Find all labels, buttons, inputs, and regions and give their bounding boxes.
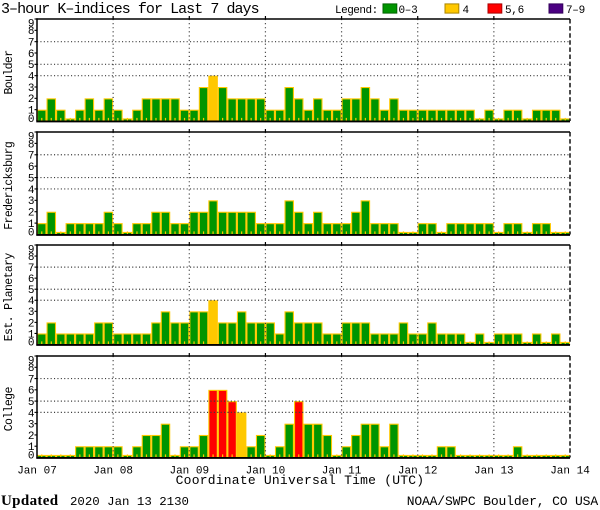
svg-text:3: 3 [28,307,35,319]
svg-text:Jan 12: Jan 12 [398,465,438,477]
svg-text:7: 7 [28,151,35,163]
svg-text:7: 7 [28,263,35,275]
svg-text:6: 6 [28,274,35,286]
svg-text:Jan 08: Jan 08 [93,465,133,477]
svg-text:Fredericksburg: Fredericksburg [3,142,16,230]
svg-text:5: 5 [28,397,35,409]
svg-text:3: 3 [28,83,35,95]
svg-text:Jan 11: Jan 11 [322,465,362,477]
svg-text:3: 3 [28,420,35,432]
svg-text:3–hour K–indices for Last 7 da: 3–hour K–indices for Last 7 days [1,1,259,18]
svg-text:6: 6 [28,386,35,398]
svg-text:4: 4 [28,296,35,308]
svg-text:Jan 13: Jan 13 [474,465,514,477]
svg-text:Jan 09: Jan 09 [169,465,209,477]
svg-text:7: 7 [28,38,35,50]
svg-text:Jan 10: Jan 10 [246,465,286,477]
svg-text:0: 0 [28,337,35,349]
svg-text:1: 1 [28,329,35,341]
svg-text:4: 4 [28,72,35,84]
svg-text:0: 0 [28,450,35,462]
svg-text:7: 7 [28,374,35,386]
svg-text:5: 5 [28,285,35,297]
svg-text:6: 6 [28,49,35,61]
svg-text:4: 4 [28,408,35,420]
svg-text:Jan 07: Jan 07 [17,465,57,477]
svg-text:3: 3 [28,196,35,208]
svg-text:5,6: 5,6 [505,5,524,17]
svg-text:NOAA/SWPC Boulder, CO USA: NOAA/SWPC Boulder, CO USA [407,494,599,509]
svg-text:9: 9 [28,18,35,30]
svg-text:2: 2 [28,94,35,106]
svg-text:2: 2 [28,431,35,443]
svg-text:College: College [3,387,16,432]
svg-text:Coordinate Universal Time (UTC: Coordinate Universal Time (UTC) [176,473,425,488]
svg-text:8: 8 [28,363,35,375]
svg-text:0: 0 [28,227,35,239]
svg-text:Boulder: Boulder [3,51,16,95]
svg-text:0: 0 [28,114,35,126]
svg-text:8: 8 [28,26,35,38]
svg-text:Legend:: Legend: [335,5,378,17]
svg-text:4: 4 [28,185,35,197]
svg-text:8: 8 [28,252,35,264]
svg-text:8: 8 [28,139,35,151]
svg-text:Jan 14: Jan 14 [550,465,590,477]
svg-text:9: 9 [28,244,35,256]
svg-text:5: 5 [28,60,35,72]
svg-text:9: 9 [28,131,35,143]
svg-text:4: 4 [463,5,470,17]
svg-text:9: 9 [28,355,35,367]
svg-text:7–9: 7–9 [566,5,585,17]
svg-text:6: 6 [28,162,35,174]
svg-text:Est. Planetary: Est. Planetary [3,253,16,342]
svg-text:Updated: Updated [1,493,59,509]
svg-text:2: 2 [28,208,35,220]
svg-text:1: 1 [28,442,35,454]
svg-text:0–3: 0–3 [399,5,418,17]
svg-text:2: 2 [28,318,35,330]
svg-text:1: 1 [28,106,35,118]
svg-text:2020 Jan 13 2130: 2020 Jan 13 2130 [70,495,189,509]
svg-text:5: 5 [28,173,35,185]
svg-text:1: 1 [28,219,35,231]
